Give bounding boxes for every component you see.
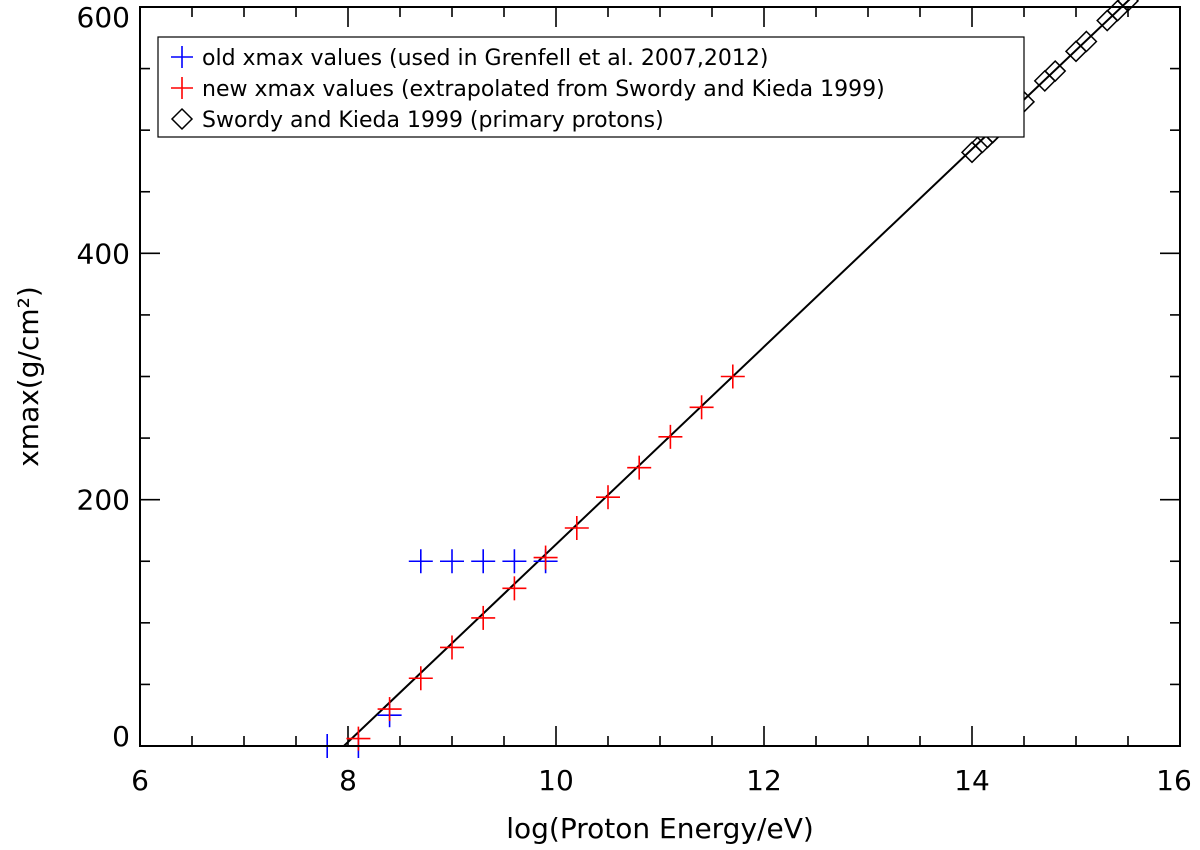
- legend-symbol-new: [171, 77, 193, 99]
- x-tick-label: 16: [1156, 764, 1192, 797]
- new-xmax-point: [377, 697, 402, 722]
- y-tick-label: 600: [77, 1, 130, 34]
- x-tick-label: 14: [954, 764, 990, 797]
- new-xmax-point: [564, 515, 589, 540]
- legend-plus: [171, 77, 193, 99]
- y-axis-title: xmax(g/cm²): [12, 286, 45, 467]
- swordy-kieda-point: [1075, 30, 1098, 53]
- x-tick-label: 8: [339, 764, 357, 797]
- legend-label-old: old xmax values (used in Grenfell et al.…: [202, 46, 768, 71]
- swordy-kieda-point: [1116, 0, 1140, 12]
- x-tick-label: 6: [131, 764, 149, 797]
- legend-symbol-old: [171, 46, 193, 68]
- legend-label-new: new xmax values (extrapolated from Sword…: [202, 77, 885, 102]
- legend-plus: [171, 46, 193, 68]
- new-xmax-point: [658, 424, 683, 449]
- old-xmax-point: [440, 549, 464, 574]
- y-tick-label: 400: [77, 237, 130, 270]
- old-xmax-point: [471, 549, 496, 574]
- legend-diamond: [170, 107, 194, 131]
- legend: old xmax values (used in Grenfell et al.…: [157, 36, 1025, 138]
- swordy-kieda-point: [1044, 59, 1067, 83]
- new-xmax-point: [689, 395, 714, 420]
- new-xmax-point: [346, 726, 371, 751]
- swordy-kieda-point: [960, 141, 984, 164]
- legend-symbol-swordy: [170, 107, 194, 131]
- y-tick-label: 200: [77, 484, 130, 517]
- new-xmax-point: [627, 455, 652, 480]
- x-tick-label: 10: [538, 764, 574, 797]
- legend-label-swordy: Swordy and Kieda 1999 (primary protons): [202, 108, 664, 133]
- axes-ticks: [139, 6, 1181, 747]
- legend-box: [157, 36, 1025, 138]
- old-xmax-point: [502, 549, 527, 574]
- x-axis-title: log(Proton Energy/eV): [506, 812, 814, 845]
- tick-labels: 6 8 10 12 14 16 0 200 400 600: [77, 1, 1192, 797]
- new-xmax-point: [596, 485, 620, 510]
- x-tick-label: 12: [746, 764, 782, 797]
- new-xmax-point: [720, 364, 745, 389]
- plot-frame: [139, 6, 1181, 747]
- old-xmax-point: [408, 549, 433, 574]
- new-xmax-point: [408, 666, 433, 691]
- y-tick-label: 0: [112, 720, 130, 753]
- new-xmax-point: [533, 545, 558, 570]
- new-xmax-point: [502, 576, 527, 601]
- new-xmax-point: [440, 635, 464, 660]
- new-xmax-point: [471, 605, 496, 630]
